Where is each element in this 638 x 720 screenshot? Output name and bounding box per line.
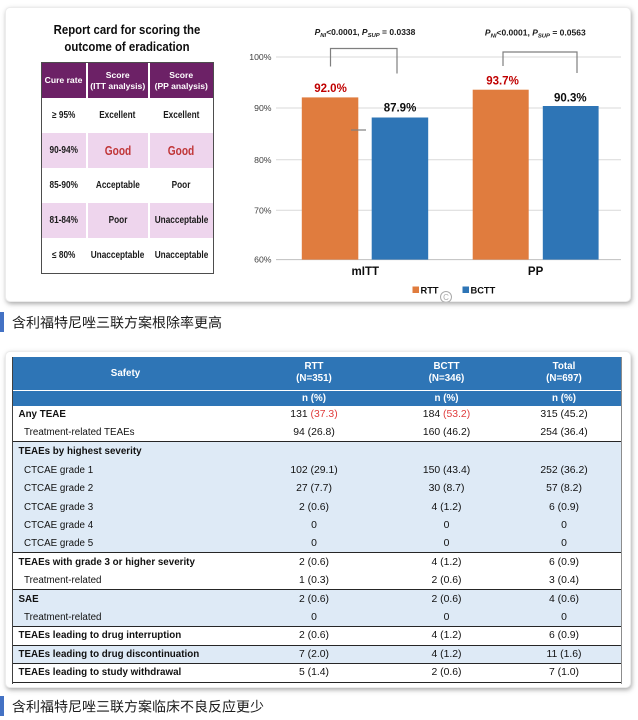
- svg-text:90%: 90%: [254, 103, 272, 113]
- svg-text:BCTT: BCTT: [471, 286, 496, 296]
- svg-text:93.7%: 93.7%: [486, 76, 519, 88]
- svg-text:87.9%: 87.9%: [384, 103, 417, 115]
- svg-text:mITT: mITT: [352, 266, 379, 278]
- svg-text:70%: 70%: [254, 205, 272, 215]
- svg-text:60%: 60%: [254, 255, 272, 265]
- svg-text:100%: 100%: [249, 52, 271, 62]
- svg-text:PNI<0.0001, PSUP = 0.0338: PNI<0.0001, PSUP = 0.0338: [315, 27, 416, 39]
- svg-text:C: C: [443, 293, 449, 302]
- svg-text:PNI<0.0001, PSUP = 0.0563: PNI<0.0001, PSUP = 0.0563: [485, 28, 586, 40]
- svg-text:RTT: RTT: [421, 286, 439, 296]
- svg-text:PP: PP: [528, 266, 544, 278]
- svg-text:80%: 80%: [254, 155, 272, 165]
- svg-text:92.0%: 92.0%: [314, 83, 347, 95]
- svg-text:90.3%: 90.3%: [554, 93, 587, 105]
